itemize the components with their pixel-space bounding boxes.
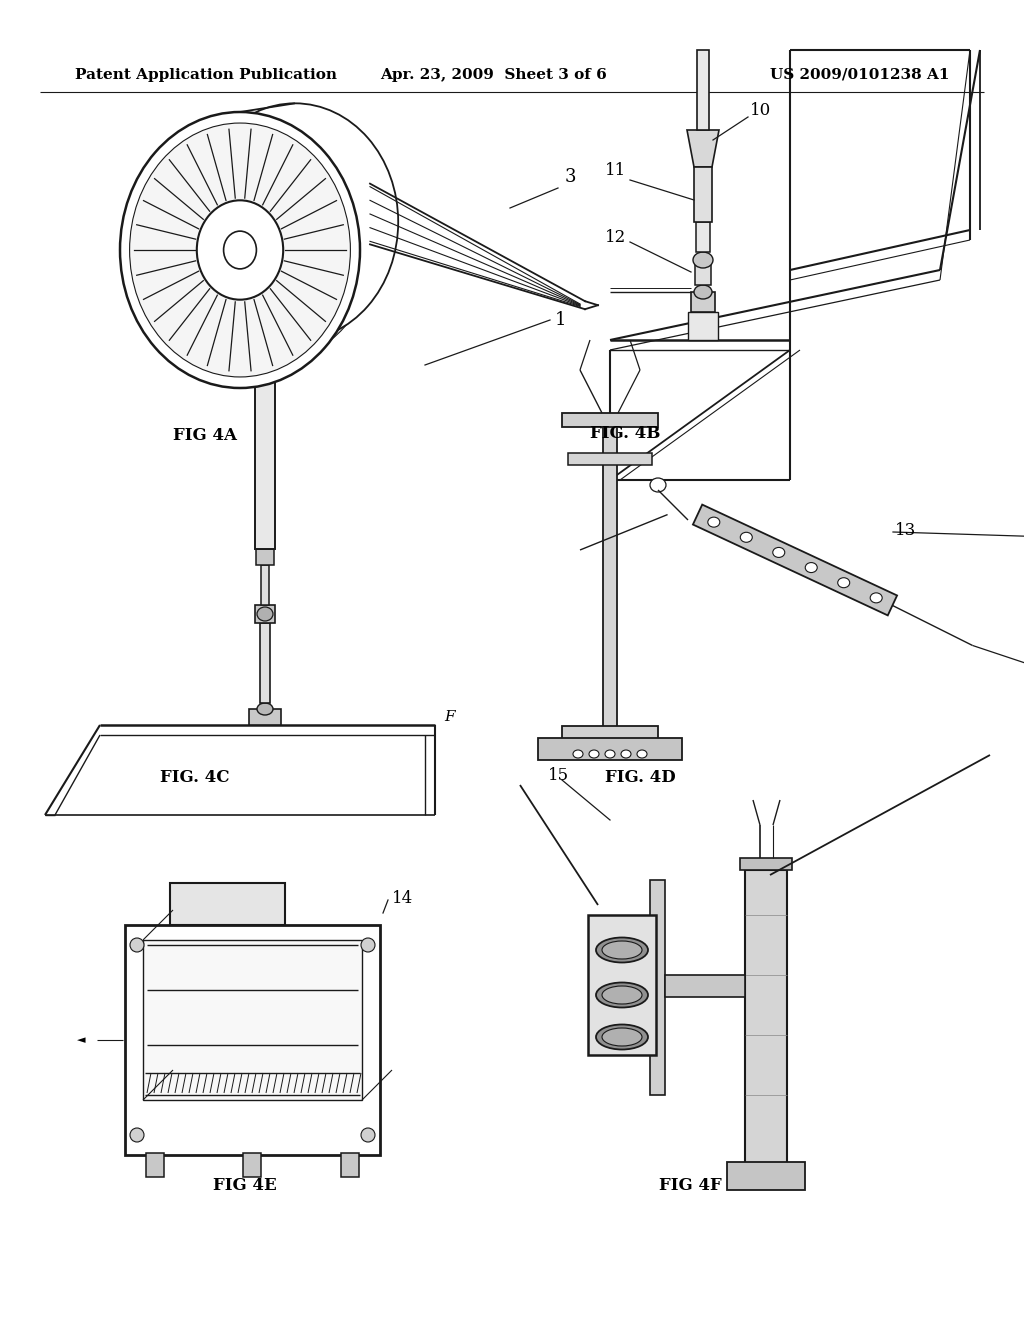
- Ellipse shape: [602, 1028, 642, 1045]
- Ellipse shape: [693, 252, 713, 268]
- Polygon shape: [687, 129, 719, 168]
- Bar: [255, 354, 275, 549]
- Bar: [568, 453, 652, 465]
- Ellipse shape: [602, 941, 642, 960]
- Bar: [665, 975, 745, 997]
- Ellipse shape: [838, 578, 850, 587]
- Ellipse shape: [596, 982, 648, 1007]
- Ellipse shape: [257, 704, 273, 715]
- Text: 10: 10: [750, 102, 771, 119]
- Bar: [691, 292, 715, 312]
- Ellipse shape: [130, 939, 144, 952]
- Bar: [125, 925, 380, 1155]
- Ellipse shape: [257, 607, 273, 620]
- Ellipse shape: [773, 548, 784, 557]
- Text: 12: 12: [605, 228, 627, 246]
- Text: 14: 14: [392, 890, 414, 907]
- Text: FIG. 4C: FIG. 4C: [160, 770, 229, 785]
- Text: 11: 11: [605, 162, 627, 180]
- Ellipse shape: [602, 986, 642, 1005]
- Ellipse shape: [708, 517, 720, 527]
- Text: 15: 15: [548, 767, 569, 784]
- Bar: [243, 1152, 261, 1177]
- Bar: [538, 738, 682, 760]
- Text: FIG. 4B: FIG. 4B: [590, 425, 660, 442]
- Ellipse shape: [120, 112, 360, 388]
- Text: FIG 4F: FIG 4F: [658, 1177, 721, 1195]
- Ellipse shape: [650, 478, 666, 492]
- Ellipse shape: [191, 103, 398, 341]
- Ellipse shape: [605, 750, 615, 758]
- Text: FIG 4A: FIG 4A: [173, 426, 237, 444]
- Ellipse shape: [573, 750, 583, 758]
- Text: 3: 3: [565, 168, 577, 186]
- Ellipse shape: [361, 1129, 375, 1142]
- Bar: [727, 1162, 805, 1191]
- Ellipse shape: [596, 937, 648, 962]
- Bar: [256, 549, 274, 565]
- Bar: [146, 1152, 164, 1177]
- Ellipse shape: [694, 285, 712, 300]
- Text: FIG 4E: FIG 4E: [213, 1177, 276, 1195]
- Ellipse shape: [130, 1129, 144, 1142]
- Text: US 2009/0101238 A1: US 2009/0101238 A1: [770, 69, 950, 82]
- Bar: [341, 1152, 359, 1177]
- Bar: [260, 623, 270, 704]
- Bar: [740, 858, 792, 870]
- Ellipse shape: [130, 123, 350, 378]
- Ellipse shape: [621, 750, 631, 758]
- Polygon shape: [693, 504, 897, 615]
- Ellipse shape: [740, 532, 753, 543]
- Ellipse shape: [596, 1024, 648, 1049]
- Text: Patent Application Publication: Patent Application Publication: [75, 69, 337, 82]
- Bar: [170, 883, 285, 925]
- Ellipse shape: [805, 562, 817, 573]
- Bar: [603, 420, 617, 741]
- Bar: [249, 709, 281, 725]
- Polygon shape: [255, 330, 275, 354]
- Text: F: F: [444, 710, 455, 723]
- Ellipse shape: [223, 231, 256, 269]
- Ellipse shape: [589, 750, 599, 758]
- Bar: [261, 565, 269, 605]
- Ellipse shape: [361, 939, 375, 952]
- Bar: [650, 880, 665, 1096]
- Text: 1: 1: [555, 312, 566, 329]
- Bar: [696, 222, 710, 252]
- Text: ◄: ◄: [77, 1035, 85, 1045]
- Bar: [255, 605, 275, 623]
- Ellipse shape: [870, 593, 883, 603]
- Text: Apr. 23, 2009  Sheet 3 of 6: Apr. 23, 2009 Sheet 3 of 6: [380, 69, 607, 82]
- Bar: [588, 915, 656, 1055]
- Bar: [562, 413, 658, 426]
- Ellipse shape: [637, 750, 647, 758]
- Bar: [697, 50, 709, 129]
- Bar: [562, 726, 658, 741]
- Bar: [694, 168, 712, 222]
- Bar: [695, 260, 711, 285]
- Ellipse shape: [197, 201, 284, 300]
- Bar: [745, 870, 787, 1166]
- Bar: [688, 312, 718, 341]
- Text: FIG. 4D: FIG. 4D: [604, 770, 676, 785]
- Text: 13: 13: [895, 521, 916, 539]
- Bar: [143, 940, 362, 1100]
